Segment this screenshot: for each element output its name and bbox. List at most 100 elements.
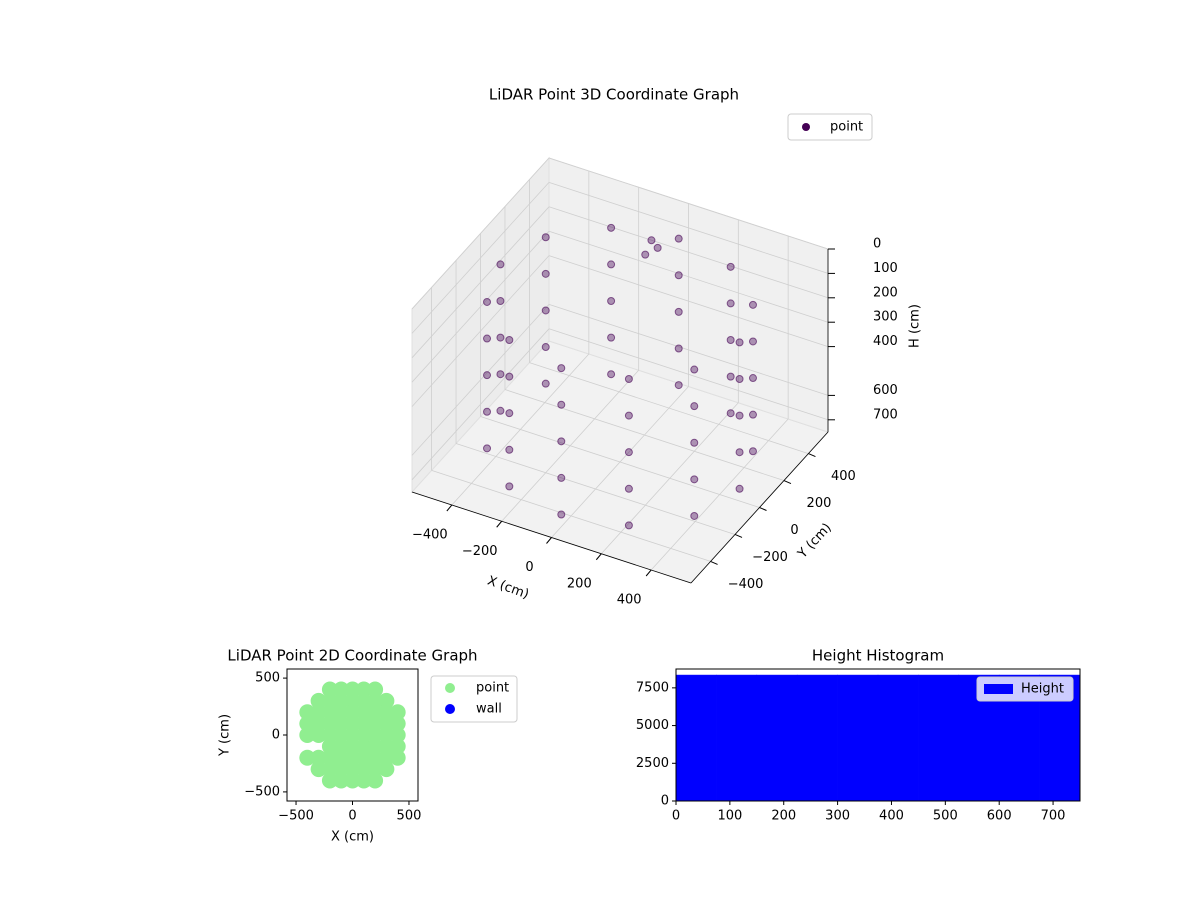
point: [505, 482, 514, 491]
point: [557, 510, 566, 519]
grid-line: [411, 182, 550, 334]
point: [367, 704, 384, 721]
point: [333, 761, 350, 778]
point: [557, 473, 566, 482]
grid-line: [411, 328, 550, 481]
point: [557, 437, 566, 446]
x-tick-label: −200: [462, 544, 498, 559]
point: [299, 704, 316, 721]
point: [496, 333, 505, 342]
point: [541, 306, 550, 315]
point: [333, 772, 350, 789]
grid-line: [548, 206, 829, 299]
point: [726, 336, 735, 345]
y-tick-label: 0: [790, 523, 798, 538]
point: [607, 260, 616, 269]
x-tick-label: 300: [825, 809, 850, 824]
point: [389, 749, 406, 766]
grid-line: [548, 328, 829, 421]
point: [674, 307, 683, 316]
point: [726, 299, 735, 308]
point: [624, 374, 633, 383]
point: [321, 681, 338, 698]
point: [367, 715, 384, 732]
point: [496, 406, 505, 415]
grid-line: [411, 304, 550, 456]
legend-label: Height: [1021, 682, 1064, 697]
point: [344, 738, 361, 755]
legend-box: [976, 676, 1074, 702]
grid-line: [529, 362, 809, 454]
point: [483, 334, 492, 343]
point: [344, 704, 361, 721]
point: [674, 271, 683, 280]
x-tick-label: 700: [1041, 809, 1066, 824]
point: [321, 749, 338, 766]
point: [321, 761, 338, 778]
z-tick-label: 600: [873, 383, 898, 398]
grid-line: [455, 443, 736, 535]
point: [674, 234, 683, 243]
bar: [837, 674, 879, 802]
tick-mark: [496, 520, 503, 528]
tick-mark: [595, 553, 602, 561]
point: [735, 411, 744, 420]
point: [624, 448, 633, 457]
grid-line: [548, 157, 829, 250]
y-axis-line: [690, 431, 829, 584]
point: [310, 749, 327, 766]
point: [557, 400, 566, 409]
tick-mark: [645, 569, 652, 577]
point: [496, 370, 505, 379]
tick-mark: [734, 534, 743, 538]
point: [310, 704, 327, 721]
point: [321, 715, 338, 732]
point: [496, 260, 505, 269]
chart-title: LiDAR Point 3D Coordinate Graph: [489, 86, 739, 104]
point: [367, 772, 384, 789]
point: [355, 715, 372, 732]
x-tick-label: 600: [987, 809, 1012, 824]
tick-mark: [546, 537, 552, 544]
legend-label: wall: [476, 702, 502, 717]
point: [344, 727, 361, 743]
legend-label: point: [476, 681, 509, 696]
point: [726, 409, 735, 418]
tick-mark: [446, 504, 453, 512]
y-tick-label: 0: [661, 794, 669, 809]
point: [344, 715, 361, 732]
x-tick-label: −400: [412, 528, 448, 543]
point: [748, 410, 757, 419]
grid-line: [548, 182, 829, 274]
chart-title: LiDAR Point 2D Coordinate Graph: [227, 647, 477, 665]
point: [378, 704, 395, 721]
point: [541, 379, 550, 388]
point: [333, 681, 350, 698]
grid-line: [504, 389, 785, 481]
point: [310, 692, 327, 709]
y-tick-label: 200: [807, 496, 832, 511]
x-tick-label: 500: [933, 809, 958, 824]
y-tick-label: 500: [255, 671, 280, 686]
tick-mark: [783, 480, 792, 484]
point: [505, 445, 514, 454]
y-tick-label: −200: [752, 550, 788, 565]
point: [355, 727, 372, 743]
bar: [918, 674, 960, 802]
grid-line: [480, 416, 760, 508]
point: [674, 381, 683, 390]
point: [321, 704, 338, 721]
point: [726, 262, 735, 271]
grid-line: [548, 304, 829, 396]
point: [367, 738, 384, 755]
point: [389, 704, 406, 721]
point: [367, 692, 384, 709]
x-axis-label: X (cm): [331, 830, 374, 845]
x-tick-label: 0: [348, 809, 356, 824]
point: [690, 438, 699, 447]
point: [299, 749, 316, 766]
bar: [716, 674, 758, 802]
point: [310, 761, 327, 778]
point: [690, 365, 699, 374]
point: [483, 297, 492, 306]
